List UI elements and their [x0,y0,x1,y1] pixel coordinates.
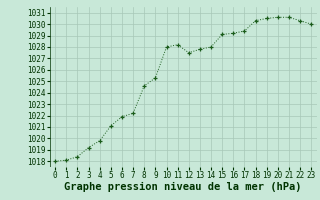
X-axis label: Graphe pression niveau de la mer (hPa): Graphe pression niveau de la mer (hPa) [64,182,302,192]
